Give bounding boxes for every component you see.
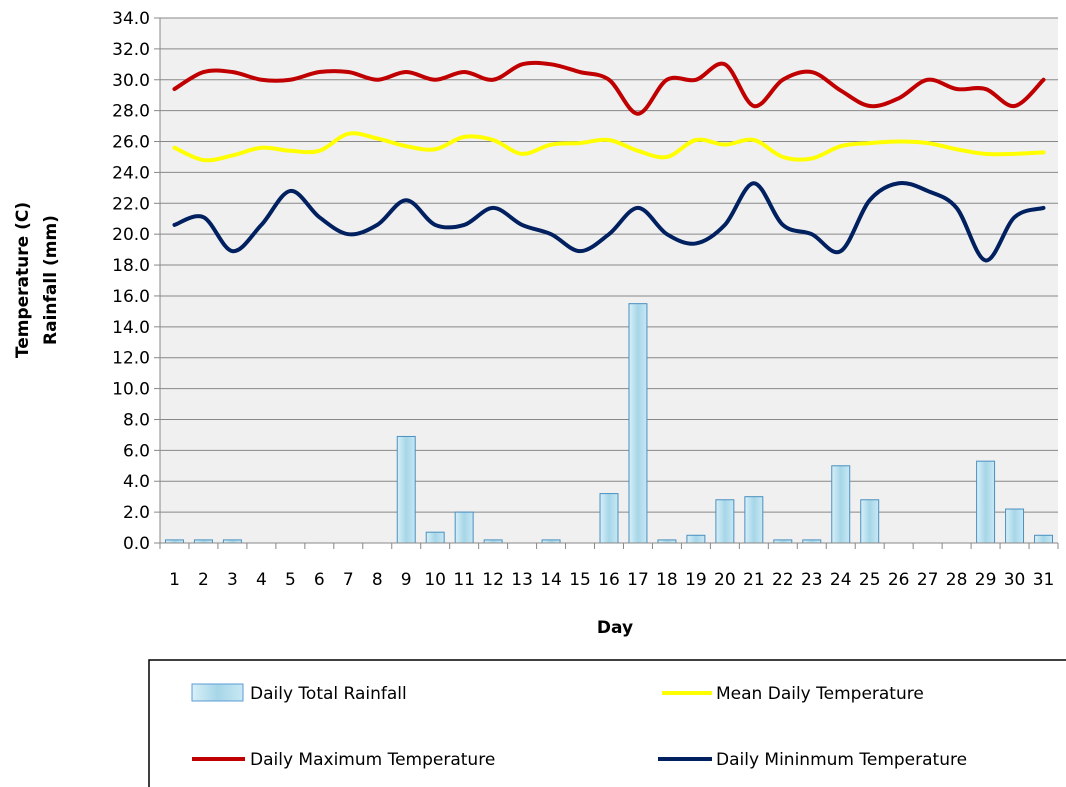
legend-box [148,659,1066,787]
x-tick-label: 25 [859,570,881,590]
x-tick-label: 28 [946,570,968,590]
x-tick-label: 15 [569,570,591,590]
x-tick-label: 7 [343,570,354,590]
x-tick-label: 14 [540,570,562,590]
y-tick-label: 26.0 [112,133,150,153]
y-tick-label: 30.0 [112,71,150,91]
x-tick-label: 29 [975,570,997,590]
x-tick-label: 17 [627,570,649,590]
legend-item-min-temp: Daily Mininmum Temperature [658,750,967,770]
legend-item-rainfall: Daily Total Rainfall [191,683,407,704]
x-tick-label: 31 [1033,570,1055,590]
x-tick-label: 22 [772,570,794,590]
y-tick-label: 14.0 [112,318,150,338]
y-axis-tick-labels: 0.0 2.0 4.0 6.0 8.0 10.0 12.0 14.0 16.0 18.0 20.0 2… [112,9,150,554]
legend-item-mean-temp: Mean Daily Temperature [662,684,924,704]
rainfall-bar [976,460,996,544]
rainfall-bar [1034,534,1053,544]
rainfall-bar [744,496,764,544]
legend-swatch-rainfall [191,683,244,702]
y-tick-label: 12.0 [112,349,150,369]
x-tick-label: 2 [198,570,209,590]
rainfall-bar [1005,508,1025,544]
x-tick-label: 26 [888,570,910,590]
x-tick-label: 30 [1004,570,1026,590]
x-tick-label: 23 [801,570,823,590]
x-tick-label: 24 [830,570,852,590]
x-tick-label: 11 [453,570,475,590]
y-tick-label: 6.0 [123,441,150,461]
y-tick-label: 10.0 [112,380,150,400]
x-tick-label: 13 [511,570,533,590]
legend-label-rainfall: Daily Total Rainfall [250,684,407,704]
y-tick-label: 8.0 [123,410,150,430]
y-tick-label: 22.0 [112,194,150,214]
y-tick-label: 24.0 [112,163,150,183]
rainfall-bar [454,511,474,544]
x-tick-label: 5 [285,570,296,590]
x-tick-label: 18 [656,570,678,590]
y-tick-label: 16.0 [112,287,150,307]
x-tick-label: 19 [685,570,707,590]
y-axis-title-line-1: Temperature (C) [13,202,33,358]
x-tick-label: 9 [401,570,412,590]
x-tick-label: 1 [169,570,180,590]
rainfall-bar [628,303,648,544]
x-tick-label: 20 [714,570,736,590]
y-tick-label: 4.0 [123,472,150,492]
mean-temp-line [172,131,1046,163]
rainfall-bar [396,435,416,544]
x-axis-title: Day [597,618,633,638]
x-tick-label: 3 [227,570,238,590]
y-tick-label: 32.0 [112,40,150,60]
y-tick-label: 18.0 [112,256,150,276]
rainfall-bar [686,534,706,544]
x-tick-label: 10 [424,570,446,590]
y-tick-label: 20.0 [112,225,150,245]
legend-label-mean-temp: Mean Daily Temperature [716,684,924,704]
y-tick-label: 34.0 [112,9,150,29]
rainfall-bar [425,531,445,544]
rainfall-bar [599,493,619,544]
rainfall-bar [831,465,851,544]
temperature-lines [172,60,1046,263]
legend-label-max-temp: Daily Maximum Temperature [250,750,495,770]
rainfall-bars [165,303,1053,544]
min-temp-line [172,180,1046,263]
x-tick-label: 21 [743,570,765,590]
legend-item-max-temp: Daily Maximum Temperature [192,750,495,770]
rainfall-bar [860,499,880,544]
legend-label-min-temp: Daily Mininmum Temperature [716,750,967,770]
rainfall-bar [715,499,735,544]
plot-area [160,18,1058,543]
x-tick-label: 6 [314,570,325,590]
max-temp-line [172,60,1046,116]
x-axis-tick-labels: 1 2 3 4 5 6 7 8 9 10 11 12 13 14 15 16 17 18 19 20 21 22 23 24 2… [169,570,1054,590]
x-tick-label: 8 [372,570,383,590]
y-axis-title-line-2: Rainfall (mm) [41,215,61,345]
y-tick-label: 28.0 [112,102,150,122]
x-tick-label: 27 [917,570,939,590]
x-tick-label: 16 [598,570,620,590]
x-tick-label: 4 [256,570,267,590]
y-tick-label: 0.0 [123,534,150,554]
y-tick-label: 2.0 [123,503,150,523]
x-tick-label: 12 [482,570,504,590]
